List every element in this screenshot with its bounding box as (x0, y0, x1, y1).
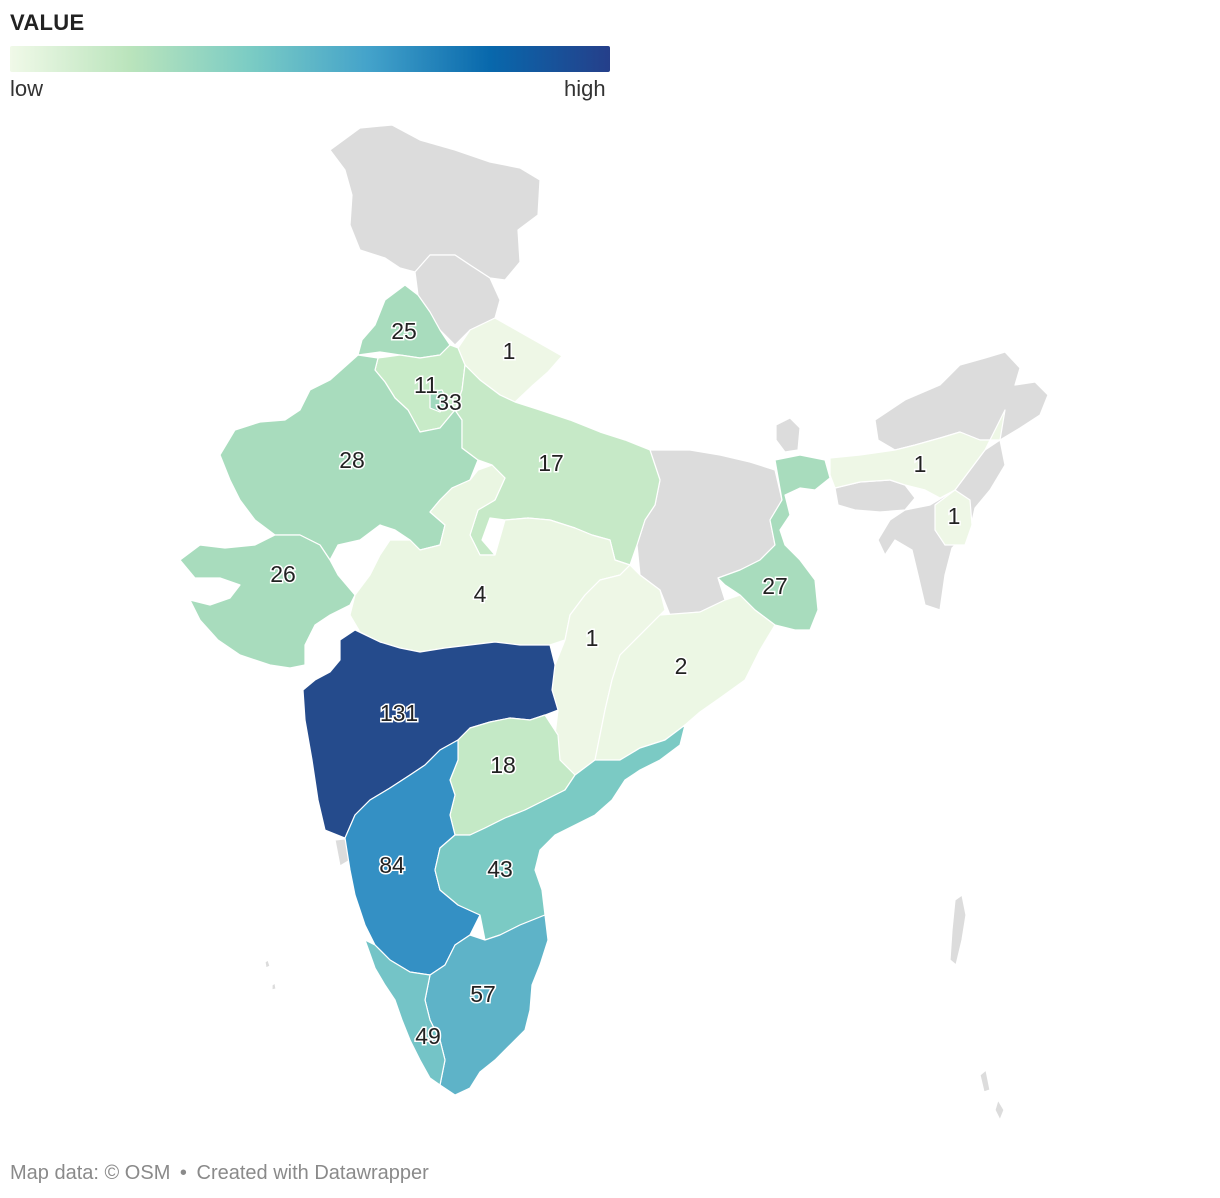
label-kerala: 49 (415, 1023, 441, 1049)
label-maharashtra: 131 (380, 700, 418, 726)
footer-attribution: Map data: © OSM • Created with Datawrapp… (10, 1162, 433, 1185)
region-gujarat[interactable] (179, 534, 356, 669)
region-sikkim[interactable] (775, 417, 801, 453)
label-rajasthan: 28 (339, 447, 365, 473)
datawrapper-credit[interactable]: Created with Datawrapper (196, 1162, 429, 1184)
region-kerala[interactable] (364, 939, 446, 1086)
region-lakshadweep[interactable] (264, 959, 277, 991)
footer-separator: • (179, 1162, 187, 1184)
label-punjab: 25 (391, 318, 417, 344)
label-delhi: 33 (436, 389, 462, 415)
map-data-credit[interactable]: Map data: © OSM (10, 1162, 171, 1184)
region-tripura[interactable] (934, 489, 973, 546)
label-tamil-nadu: 57 (470, 981, 496, 1007)
label-chhattisgarh: 1 (586, 625, 599, 651)
label-andhra-pradesh: 43 (487, 856, 513, 882)
legend-low-label: low (10, 76, 44, 101)
legend-gradient-bar (10, 46, 610, 72)
legend-high-label: high (564, 76, 606, 101)
region-andaman-islands[interactable] (949, 894, 1005, 1121)
legend-title: VALUE (10, 10, 85, 35)
region-assam[interactable] (829, 409, 1006, 499)
label-odisha: 2 (675, 653, 688, 679)
label-uttar-pradesh: 17 (538, 450, 564, 476)
label-madhya-pradesh: 4 (474, 581, 487, 607)
label-haryana: 11 (414, 372, 438, 398)
label-gujarat: 26 (270, 561, 296, 587)
region-delhi[interactable] (429, 389, 449, 413)
label-karnataka: 84 (379, 852, 405, 878)
region-jammu-kashmir[interactable] (329, 124, 541, 281)
label-assam: 1 (914, 451, 927, 477)
label-west-bengal: 27 (762, 573, 788, 599)
label-telangana: 18 (490, 752, 516, 778)
region-andhra-pradesh[interactable] (434, 724, 686, 941)
label-tripura: 1 (948, 503, 961, 529)
label-uttarakhand: 1 (503, 338, 516, 364)
region-west-bengal[interactable] (717, 454, 831, 631)
